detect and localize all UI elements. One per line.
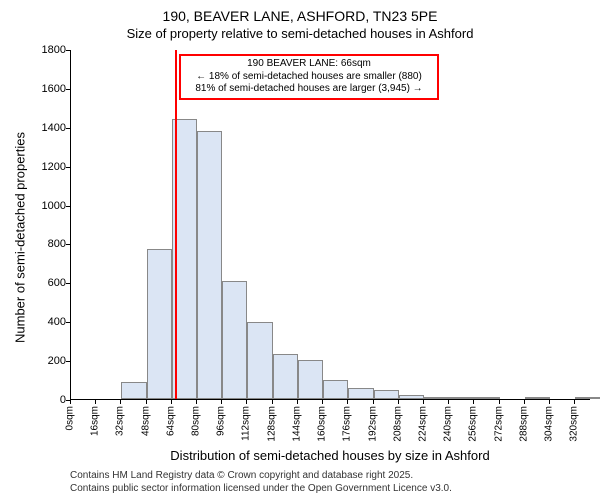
histogram-bar [147,249,172,399]
histogram-bar [575,397,600,399]
y-tick-label: 0 [30,394,66,406]
x-tick-label: 16sqm [90,406,101,436]
histogram-bar [323,380,348,399]
x-tick-mark [146,400,147,404]
x-tick-label: 80sqm [191,406,202,436]
x-tick-mark [196,400,197,404]
x-tick-mark [347,400,348,404]
x-tick-label: 0sqm [65,406,76,430]
x-tick-label: 192sqm [367,406,378,442]
x-tick-label: 240sqm [443,406,454,442]
y-axis-label: Number of semi-detached properties [13,88,28,388]
y-tick-label: 1800 [30,44,66,56]
x-tick-label: 176sqm [342,406,353,442]
histogram-bar [273,354,298,399]
histogram-bar [247,322,272,399]
histogram-bar [121,382,146,400]
annotation-line: 190 BEAVER LANE: 66sqm [185,58,433,71]
x-tick-label: 144sqm [291,406,302,442]
x-tick-label: 272sqm [493,406,504,442]
x-tick-mark [70,400,71,404]
annotation-line: 81% of semi-detached houses are larger (… [185,83,433,96]
x-tick-mark [120,400,121,404]
histogram-bar [424,397,449,399]
y-tick-label: 1600 [30,83,66,95]
y-tick-mark [66,89,70,90]
x-tick-label: 208sqm [392,406,403,442]
y-tick-mark [66,167,70,168]
y-tick-label: 200 [30,355,66,367]
x-tick-label: 48sqm [140,406,151,436]
x-tick-label: 112sqm [241,406,252,441]
y-tick-label: 1400 [30,122,66,134]
x-tick-label: 304sqm [544,406,555,442]
y-tick-mark [66,128,70,129]
x-tick-mark [448,400,449,404]
histogram-bar [374,390,399,399]
y-tick-mark [66,206,70,207]
chart-title: 190, BEAVER LANE, ASHFORD, TN23 5PE [0,8,600,24]
histogram-bar [399,395,424,399]
x-tick-mark [473,400,474,404]
x-tick-mark [297,400,298,404]
y-tick-label: 800 [30,238,66,250]
x-tick-mark [322,400,323,404]
footer-text-2: Contains public sector information licen… [70,483,452,494]
x-tick-label: 96sqm [216,406,227,436]
x-tick-mark [499,400,500,404]
y-tick-label: 400 [30,316,66,328]
x-axis-label: Distribution of semi-detached houses by … [70,448,590,463]
x-tick-label: 160sqm [317,406,328,442]
y-tick-mark [66,322,70,323]
marker-line [175,50,177,399]
x-tick-mark [171,400,172,404]
x-tick-label: 224sqm [417,406,428,442]
footer-text-1: Contains HM Land Registry data © Crown c… [70,470,413,481]
x-tick-label: 64sqm [165,406,176,436]
histogram-bar [449,397,474,399]
histogram-bar [474,397,499,399]
annotation-box: 190 BEAVER LANE: 66sqm← 18% of semi-deta… [179,54,439,100]
x-tick-mark [221,400,222,404]
plot-area: 190 BEAVER LANE: 66sqm← 18% of semi-deta… [70,50,590,400]
histogram-bar [222,281,247,399]
y-tick-label: 1000 [30,200,66,212]
y-tick-label: 1200 [30,161,66,173]
x-tick-label: 128sqm [266,406,277,442]
x-tick-label: 32sqm [115,406,126,436]
x-tick-mark [574,400,575,404]
x-tick-mark [549,400,550,404]
x-tick-label: 288sqm [518,406,529,442]
annotation-line: ← 18% of semi-detached houses are smalle… [185,71,433,84]
chart-subtitle: Size of property relative to semi-detach… [0,26,600,41]
y-tick-mark [66,244,70,245]
y-tick-label: 600 [30,277,66,289]
chart-container: { "title_line1": "190, BEAVER LANE, ASHF… [0,0,600,500]
x-tick-mark [272,400,273,404]
x-tick-label: 320sqm [569,406,580,442]
x-tick-label: 256sqm [468,406,479,442]
x-tick-mark [373,400,374,404]
x-tick-mark [95,400,96,404]
histogram-bar [348,388,373,399]
y-tick-mark [66,283,70,284]
histogram-bar [298,360,323,399]
histogram-bar [197,131,222,399]
y-tick-mark [66,361,70,362]
y-tick-mark [66,50,70,51]
x-tick-mark [423,400,424,404]
x-tick-mark [246,400,247,404]
x-tick-mark [398,400,399,404]
histogram-bar [525,397,550,399]
x-tick-mark [524,400,525,404]
